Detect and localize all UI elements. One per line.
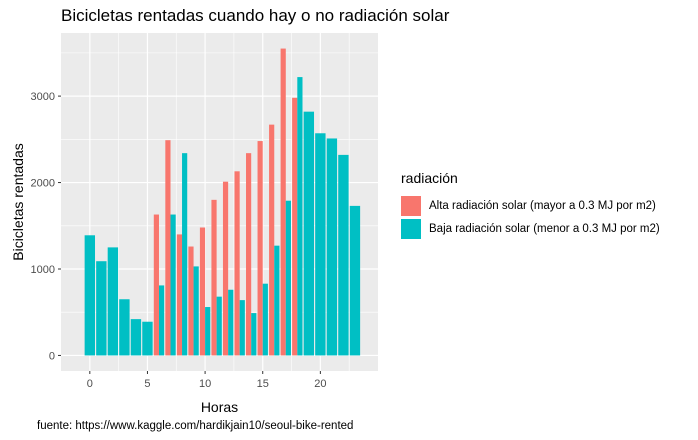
- bar-alta: [199, 227, 206, 356]
- bar-baja: [315, 133, 326, 356]
- bar-alta: [188, 246, 194, 356]
- bar-alta: [234, 171, 240, 356]
- bar-baja: [228, 289, 234, 356]
- bar-baja: [239, 300, 245, 356]
- bar-baja: [297, 77, 303, 356]
- bar-baja: [349, 205, 361, 356]
- bar-baja: [193, 266, 199, 356]
- chart-caption: fuente: https://www.kaggle.com/hardikjai…: [37, 420, 354, 432]
- axes: 0 1000 2000 3000 0 5 10 15 20: [31, 91, 327, 390]
- bar-baja: [107, 247, 119, 356]
- x-tick-label: 0: [87, 378, 93, 390]
- bar-alta: [153, 214, 159, 356]
- bar-baja: [205, 307, 211, 356]
- bar-alta: [292, 97, 298, 356]
- legend-item-alta: Alta radiación solar (mayor a 0.3 MJ por…: [401, 194, 660, 217]
- bar-baja: [170, 214, 176, 356]
- bar-alta: [222, 181, 229, 356]
- chart-title: Bicicletas rentadas cuando hay o no radi…: [61, 6, 450, 25]
- legend-key-alta: [401, 195, 421, 216]
- bar-baja: [119, 299, 130, 356]
- legend-label-alta: Alta radiación solar (mayor a 0.3 MJ por…: [429, 199, 656, 212]
- legend-title: radiación: [401, 170, 458, 186]
- bar-baja: [251, 313, 257, 356]
- legend-label-baja: Baja radiación solar (menor a 0.3 MJ por…: [429, 222, 660, 235]
- bar-baja: [96, 261, 107, 356]
- bar-alta: [176, 234, 183, 356]
- bar-alta: [280, 48, 286, 356]
- bar-alta: [211, 199, 217, 356]
- bar-baja: [182, 153, 188, 356]
- bar-baja: [216, 296, 222, 356]
- x-tick-label: 15: [257, 378, 269, 390]
- bar-baja: [338, 154, 349, 356]
- x-axis-title: Horas: [201, 399, 238, 415]
- y-tick-label: 0: [49, 350, 55, 362]
- x-tick-label: 10: [199, 378, 211, 390]
- bar-alta: [269, 124, 275, 356]
- bar-alta: [257, 141, 263, 356]
- legend-key-baja: [401, 218, 421, 239]
- legend-item-baja: Baja radiación solar (menor a 0.3 MJ por…: [401, 217, 660, 240]
- bar-baja: [142, 321, 153, 356]
- bar-baja: [285, 200, 291, 356]
- bar-baja: [274, 245, 280, 356]
- bar-baja: [262, 283, 268, 356]
- bar-baja: [326, 138, 338, 356]
- x-tick-label: 20: [314, 378, 326, 390]
- bar-baja: [130, 319, 142, 356]
- y-tick-label: 2000: [31, 178, 55, 190]
- bars: [84, 48, 361, 356]
- bar-alta: [165, 140, 171, 356]
- x-tick-label: 5: [144, 378, 150, 390]
- y-tick-label: 3000: [31, 91, 55, 103]
- bar-baja: [303, 111, 315, 356]
- bar-baja: [84, 235, 96, 356]
- y-tick-label: 1000: [31, 264, 55, 276]
- y-axis-title: Bicicletas rentadas: [10, 143, 26, 261]
- legend: radiación Alta radiación solar (mayor a …: [401, 170, 660, 240]
- bar-baja: [158, 285, 165, 356]
- bar-alta: [246, 153, 252, 356]
